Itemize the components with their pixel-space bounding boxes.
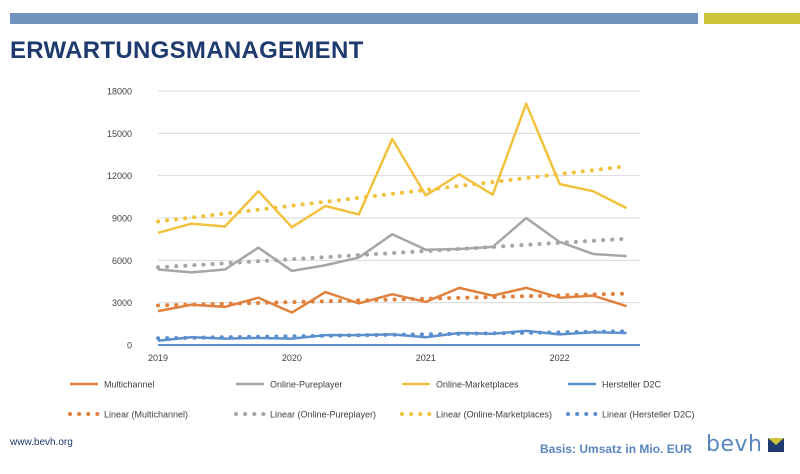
legend-label: Linear (Hersteller D2C)	[602, 410, 695, 420]
footer-basis-note: Basis: Umsatz in Mio. EUR	[540, 442, 693, 456]
y-gridlines	[158, 90, 640, 346]
y-tick-label: 3000	[112, 298, 132, 308]
header-accent-bar-blue	[10, 13, 698, 24]
x-tick-label: 2019	[148, 353, 168, 363]
y-tick-label: 0	[127, 341, 132, 351]
legend-item: Linear (Multichannel)	[68, 410, 188, 420]
series-hersteller-d2c	[157, 329, 627, 343]
y-tick-label: 9000	[112, 214, 132, 224]
y-tick-labels: 0 3000 6000 9000 12000 15000 18000	[107, 87, 132, 351]
legend-label: Hersteller D2C	[602, 380, 662, 390]
legend-item: Online-Marketplaces	[402, 380, 519, 390]
legend-item: Linear (Online-Pureplayer)	[234, 410, 376, 420]
legend-item: Multichannel	[70, 380, 155, 390]
x-tick-label: 2021	[416, 353, 436, 363]
logo-wordmark: bevh	[706, 432, 763, 457]
bevh-logo: bevh	[706, 432, 786, 457]
x-tick-labels: 2019 2020 2021 2022	[148, 353, 570, 363]
legend-label: Multichannel	[104, 380, 155, 390]
legend-label: Linear (Online-Marketplaces)	[436, 410, 552, 420]
legend-label: Online-Marketplaces	[436, 380, 519, 390]
series-online-marketplaces	[157, 102, 628, 235]
legend-item: Linear (Online-Marketplaces)	[400, 410, 552, 420]
legend-label: Linear (Online-Pureplayer)	[270, 410, 376, 420]
legend-label: Linear (Multichannel)	[104, 410, 188, 420]
series-linear-online-marketplaces	[156, 164, 629, 224]
legend-item: Hersteller D2C	[568, 380, 662, 390]
y-tick-label: 12000	[107, 171, 132, 181]
logo-mark-icon	[768, 437, 785, 452]
page-title: ERWARTUNGSMANAGEMENT	[10, 37, 364, 64]
y-tick-label: 18000	[107, 87, 132, 97]
series-online-pureplayer	[157, 216, 627, 274]
y-tick-label: 6000	[112, 256, 132, 266]
legend-item: Linear (Hersteller D2C)	[566, 410, 695, 420]
legend-item: Online-Pureplayer	[236, 380, 343, 390]
x-tick-label: 2022	[550, 353, 570, 363]
footer-website-url[interactable]: www.bevh.org	[10, 437, 73, 448]
series-linear-online-pureplayer	[156, 236, 629, 270]
legend-label: Online-Pureplayer	[270, 380, 343, 390]
series-multichannel	[157, 286, 627, 314]
data-series	[156, 102, 629, 343]
legend: Multichannel Online-Pureplayer Online-Mark…	[68, 380, 695, 420]
x-tick-label: 2020	[282, 353, 302, 363]
y-tick-label: 15000	[107, 129, 132, 139]
header-accent-bar-yellow	[704, 13, 800, 24]
